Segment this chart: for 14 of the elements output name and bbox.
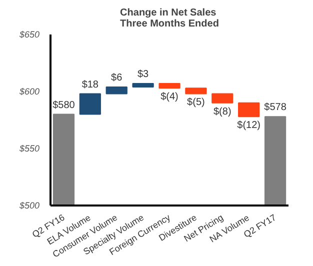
data-label: $(5): [187, 97, 205, 108]
data-label: $(12): [237, 120, 261, 131]
y-tick-label: $500: [18, 200, 40, 210]
data-label: $580: [52, 100, 76, 111]
data-label: $(8): [213, 106, 232, 118]
y-tick-label: $600: [18, 86, 40, 96]
data-label: $18: [82, 79, 99, 90]
y-tick-label: $550: [18, 144, 40, 154]
chart-title: Change in Net Sales Three Months Ended: [120, 8, 219, 30]
data-label: $6: [111, 72, 123, 84]
data-label: $578: [264, 102, 287, 114]
data-label: $3: [137, 69, 150, 80]
data-label: $(4): [160, 92, 178, 102]
y-tick-label: $650: [18, 30, 40, 40]
